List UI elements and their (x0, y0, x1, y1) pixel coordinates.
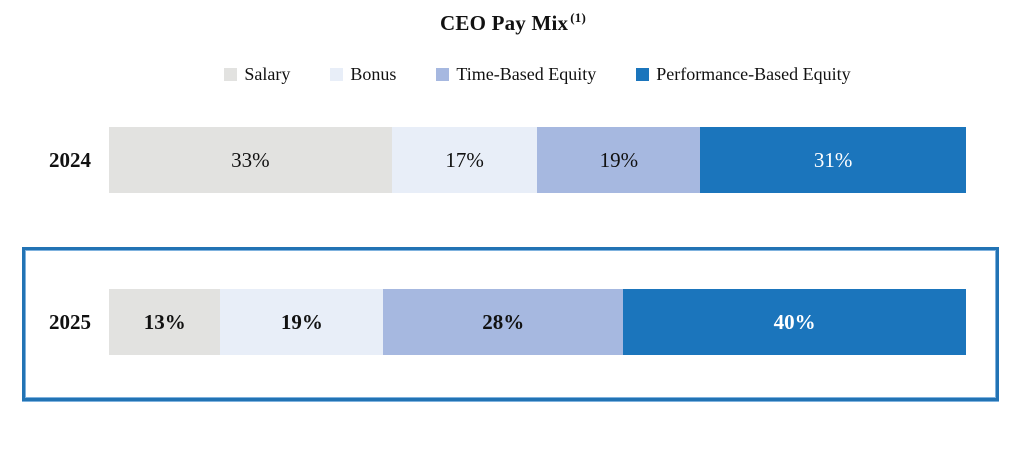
bar-segment-2025-salary: 13% (109, 289, 221, 355)
legend-swatch-salary (224, 67, 238, 81)
legend-swatch-bonus (330, 67, 344, 81)
legend-item-performance-based-equity: Performance-Based Equity (636, 63, 851, 85)
segment-value-label: 17% (445, 147, 484, 172)
legend-item-bonus: Bonus (330, 64, 396, 85)
segment-value-label: 31% (813, 147, 853, 172)
legend-swatch-performance-based-equity (636, 67, 650, 81)
bar-segment-2024-time-based-equity: 19% (537, 127, 701, 193)
segment-value-label: 19% (280, 309, 323, 334)
legend-label-salary: Salary (244, 63, 291, 84)
stacked-bar-2024: 33% 17% 19% 31% (109, 127, 966, 193)
chart-title-footnote-marker: (1) (570, 10, 586, 25)
stacked-bar-2025: 13% 19% 28% 40% (109, 289, 966, 355)
segment-value-label: 19% (599, 147, 639, 172)
bar-segment-2024-performance-based-equity: 31% (700, 127, 966, 193)
chart-title-text: CEO Pay Mix (440, 11, 569, 35)
legend-swatch-time-based-equity (436, 67, 450, 81)
segment-value-label: 40% (773, 309, 816, 334)
chart-legend: Salary Bonus Time-Based Equity Performan… (109, 61, 966, 87)
segment-value-label: 33% (231, 147, 270, 172)
year-label-2024: 2024 (49, 147, 91, 172)
segment-value-label: 13% (143, 309, 186, 334)
legend-label-bonus: Bonus (350, 63, 397, 84)
legend-item-time-based-equity: Time-Based Equity (436, 64, 596, 85)
bar-segment-2025-performance-based-equity: 40% (623, 289, 966, 355)
highlight-box-2025 (22, 247, 999, 401)
legend-label-performance-based-equity: Performance-Based Equity (656, 63, 851, 84)
page-title: CEO Pay Mix (1) (0, 10, 1026, 36)
bar-segment-2025-time-based-equity: 28% (383, 289, 624, 355)
segment-value-label: 28% (482, 309, 525, 334)
bar-segment-2025-bonus: 19% (220, 289, 384, 355)
legend-item-salary: Salary (224, 64, 290, 85)
bar-segment-2024-salary: 33% (109, 127, 392, 193)
year-label-2025: 2025 (49, 309, 91, 334)
legend-label-time-based-equity: Time-Based Equity (456, 63, 597, 84)
bar-segment-2024-bonus: 17% (391, 127, 538, 193)
